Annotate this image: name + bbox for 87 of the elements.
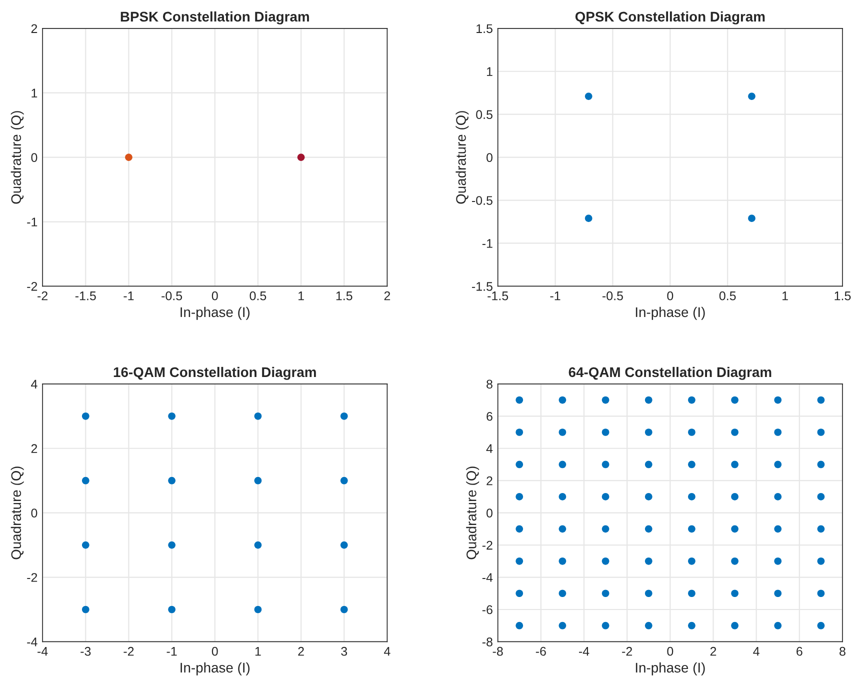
x-tick-label: -3 [80, 646, 91, 656]
point [254, 606, 262, 614]
y-tick-label: 1 [32, 88, 38, 98]
x-tick-label: 0 [667, 646, 674, 656]
point [82, 476, 90, 484]
point [340, 606, 348, 614]
x-tick-label: 0 [212, 291, 218, 300]
x-tick-label: -4 [38, 647, 48, 656]
x-tick-label: 1 [782, 292, 788, 300]
y-tick-label: 6 [486, 412, 492, 421]
x-tick-label: 1 [255, 647, 261, 656]
x-tick-label: -1 [166, 647, 177, 656]
point [340, 412, 348, 420]
y-tick-label: 0 [486, 153, 492, 162]
x-tick-label: 6 [796, 646, 802, 656]
y-tick-label: -1.5 [472, 282, 492, 291]
chart-title: BPSK Constellation Diagram [120, 11, 309, 24]
x-tick-label: -1 [124, 292, 134, 300]
y-tick-label: 1.5 [476, 24, 492, 34]
x-tick-label: 0 [212, 646, 218, 656]
y-tick-label: -6 [482, 605, 492, 614]
y-tick-label: 8 [486, 380, 492, 389]
x-tick-label: -8 [492, 646, 503, 656]
y-tick-label: 2 [31, 444, 38, 453]
y-axis-title: Quadrature (Q) [10, 111, 24, 204]
x-tick-label: 0 [667, 291, 674, 300]
x-tick-label: 0.5 [719, 291, 736, 300]
y-tick-label: 0.5 [476, 110, 492, 119]
point [82, 412, 90, 420]
x-tick-label: -2 [622, 646, 632, 656]
chart-title: QPSK Constellation Diagram [575, 11, 765, 24]
y-tick-label: -0.5 [472, 196, 492, 205]
point [168, 606, 176, 614]
x-tick-label: 2 [298, 646, 304, 656]
y-tick-label: 0 [31, 153, 38, 162]
x-tick-label: -6 [536, 646, 546, 656]
x-tick-label: -2 [38, 291, 48, 300]
x-tick-label: -2 [124, 646, 134, 656]
x-axis-title: In-phase (I) [636, 662, 705, 676]
x-axis-title: In-phase (I) [180, 662, 250, 676]
x-tick-label: -0.5 [602, 291, 623, 300]
y-tick-label: 0 [486, 508, 492, 518]
y-tick-label: -1 [27, 218, 38, 226]
y-axis-title: Quadrature (Q) [10, 466, 24, 560]
y-tick-label: -8 [482, 638, 492, 646]
point [340, 476, 348, 484]
point [82, 541, 90, 549]
y-tick-label: -4 [482, 573, 493, 582]
y-tick-label: 2 [31, 24, 38, 33]
point [254, 412, 262, 420]
x-tick-label: 0.5 [250, 291, 266, 300]
x-tick-label: -0.5 [162, 291, 182, 300]
y-axis-title: Quadrature (Q) [456, 111, 469, 204]
point [168, 476, 176, 484]
y-tick-label: 2 [486, 476, 492, 486]
y-tick-label: -2 [27, 282, 38, 291]
x-tick-label: 2 [710, 646, 716, 656]
point [82, 606, 90, 614]
x-tick-label: 4 [384, 647, 390, 656]
y-tick-label: -4 [27, 638, 38, 646]
x-tick-label: 2 [384, 291, 390, 300]
y-tick-label: 4 [31, 380, 38, 388]
x-tick-label: 8 [840, 646, 846, 656]
y-tick-label: -2 [27, 573, 38, 582]
point [168, 541, 176, 549]
y-tick-label: -2 [482, 540, 492, 550]
x-tick-label: 1.5 [834, 292, 851, 300]
x-tick-label: -1.5 [75, 292, 96, 300]
x-tick-label: 3 [341, 646, 348, 656]
point [254, 541, 262, 549]
chart-title: 16-QAM Constellation Diagram [114, 366, 316, 380]
y-axis-title: Quadrature (Q) [466, 466, 480, 560]
y-tick-label: 4 [486, 444, 493, 453]
x-tick-label: -4 [578, 647, 590, 656]
point [168, 412, 176, 420]
x-axis-title: In-phase (I) [636, 306, 705, 320]
x-tick-label: 1 [298, 292, 304, 300]
point [340, 541, 348, 549]
y-tick-label: 1 [486, 67, 492, 76]
chart-title: 64-QAM Constellation Diagram [568, 366, 772, 380]
y-tick-label: -1 [482, 239, 492, 248]
x-axis-title: In-phase (I) [180, 306, 250, 320]
x-tick-label: 1.5 [336, 292, 352, 300]
x-tick-label: 4 [753, 647, 760, 656]
x-tick-label: -1 [550, 292, 560, 300]
point [254, 476, 262, 484]
y-tick-label: 0 [31, 508, 38, 518]
